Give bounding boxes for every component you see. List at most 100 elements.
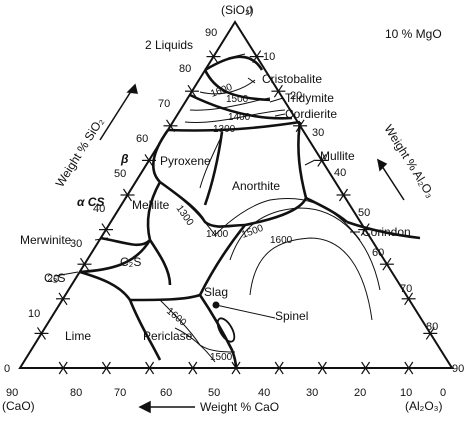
svg-text:60: 60 xyxy=(136,133,148,145)
axis-tick xyxy=(273,84,283,98)
svg-text:30: 30 xyxy=(70,238,82,250)
label-cordierite: Cordierite xyxy=(285,107,337,121)
svg-text:90: 90 xyxy=(205,27,217,39)
svg-text:1400: 1400 xyxy=(206,229,229,240)
boundary-c2s-periclase xyxy=(129,293,201,302)
boundary-periclase-spinel xyxy=(198,294,238,369)
boundary-pyroxene-top xyxy=(152,129,170,183)
vertex-al2o3: (Al₂O₃) xyxy=(405,399,443,413)
label-merwinite: Merwinite xyxy=(20,233,72,247)
phase-labels: 2 Liquids Cristobalite Tridymite Cordier… xyxy=(20,38,411,343)
label-pyroxene: Pyroxene xyxy=(160,154,211,168)
label-mullite: Mullite xyxy=(320,149,355,163)
boundary-cristobalite-top xyxy=(203,69,271,102)
label-c3s: C₃S xyxy=(44,271,66,285)
svg-text:70: 70 xyxy=(400,283,412,295)
axis-tick xyxy=(58,361,68,375)
svg-text:80: 80 xyxy=(70,387,82,399)
svg-text:90: 90 xyxy=(452,363,464,375)
vertex-sio2: (SiO₂) xyxy=(221,3,254,17)
axis-tick xyxy=(123,188,132,202)
boundary-two-liquids xyxy=(204,55,264,72)
svg-text:1500: 1500 xyxy=(226,94,249,105)
svg-text:1300: 1300 xyxy=(213,124,236,135)
svg-text:70: 70 xyxy=(114,387,126,399)
boundary-melilite-c2s xyxy=(148,239,172,286)
axis-arrows xyxy=(99,83,405,414)
svg-text:60: 60 xyxy=(372,247,384,259)
axis-tick xyxy=(361,361,371,375)
svg-text:70: 70 xyxy=(158,98,170,110)
svg-text:20: 20 xyxy=(354,387,366,399)
label-beta: β xyxy=(120,152,129,166)
svg-text:1600: 1600 xyxy=(270,235,293,246)
boundary-melilite-top xyxy=(146,181,162,241)
svg-text:50: 50 xyxy=(208,387,220,399)
tick-labels-sio2: 90 80 70 60 50 40 30 20 10 0 xyxy=(4,27,217,375)
axis-tick xyxy=(317,154,327,167)
boundary-c3s-top xyxy=(79,239,152,274)
svg-text:40: 40 xyxy=(334,167,346,179)
axis-tick xyxy=(404,361,414,375)
tick-labels-al2o3: 0 10 20 30 40 50 60 70 80 90 xyxy=(246,5,464,375)
axis-tick xyxy=(101,223,111,236)
svg-text:1400: 1400 xyxy=(228,112,251,123)
mgo-condition: 10 % MgO xyxy=(385,27,442,41)
axis-tick xyxy=(339,188,348,202)
label-melilite: Melilite xyxy=(132,198,170,212)
svg-text:0: 0 xyxy=(246,5,252,17)
label-c2s: C₂S xyxy=(120,255,141,269)
axis-tick xyxy=(274,361,284,375)
boundary-silica-liquidus xyxy=(167,120,301,132)
label-periclase: Periclase xyxy=(143,329,193,343)
axis-tick xyxy=(187,84,197,98)
svg-text:80: 80 xyxy=(179,63,191,75)
spinel-leader xyxy=(215,304,276,319)
label-alpha-cs: α CS xyxy=(77,195,104,209)
svg-text:0: 0 xyxy=(4,363,10,375)
label-lime: Lime xyxy=(65,329,91,343)
boundary-lime-periclase xyxy=(128,299,162,361)
label-corindon: Corindon xyxy=(362,225,411,239)
boundary-cristobalite-tridymite xyxy=(189,93,293,120)
axis-tick xyxy=(188,361,198,375)
boundary-lime xyxy=(79,270,132,301)
isotherms xyxy=(159,79,381,363)
svg-text:80: 80 xyxy=(426,321,438,333)
svg-text:10: 10 xyxy=(28,308,40,320)
label-slag: Slag xyxy=(204,285,228,299)
svg-text:10: 10 xyxy=(263,51,275,63)
axis-tick xyxy=(101,361,111,375)
tick-labels-cao: 90 80 70 60 50 40 30 20 10 0 xyxy=(6,387,446,399)
boundary-pyroxene-anorthite xyxy=(203,131,224,206)
svg-text:0: 0 xyxy=(440,387,446,399)
label-anorthite: Anorthite xyxy=(232,179,280,193)
axis-tick xyxy=(360,223,370,236)
label-tridymite: Tridymite xyxy=(285,91,334,105)
boundary-anorthite-spinel xyxy=(244,197,308,227)
vertex-cao: (CaO) xyxy=(2,399,35,413)
isotherm-labels: 1600 1500 1400 1300 1300 1500 1400 1600 … xyxy=(164,82,293,363)
svg-text:60: 60 xyxy=(160,387,172,399)
axis-tick xyxy=(144,154,154,167)
axis-tick xyxy=(80,257,89,271)
boundary-merwinite xyxy=(99,236,151,247)
svg-text:30: 30 xyxy=(306,387,318,399)
axis-tick xyxy=(382,257,392,271)
axis-label-cao: Weight % CaO xyxy=(200,400,279,414)
boundary-mullite-corindon xyxy=(346,220,421,240)
label-spinel: Spinel xyxy=(275,309,308,323)
svg-text:10: 10 xyxy=(400,387,412,399)
axis-tick xyxy=(404,292,414,306)
svg-text:50: 50 xyxy=(114,168,126,180)
periclase-lens xyxy=(216,317,236,343)
svg-text:20: 20 xyxy=(290,90,302,102)
svg-text:50: 50 xyxy=(358,207,370,219)
phase-boundaries xyxy=(79,55,421,369)
axis-tick xyxy=(317,361,327,375)
svg-text:90: 90 xyxy=(6,387,18,399)
label-cristobalite: Cristobalite xyxy=(262,72,322,86)
axis-tick xyxy=(209,50,218,63)
axis-label-sio2: Weight % SiO₂ xyxy=(53,115,107,190)
